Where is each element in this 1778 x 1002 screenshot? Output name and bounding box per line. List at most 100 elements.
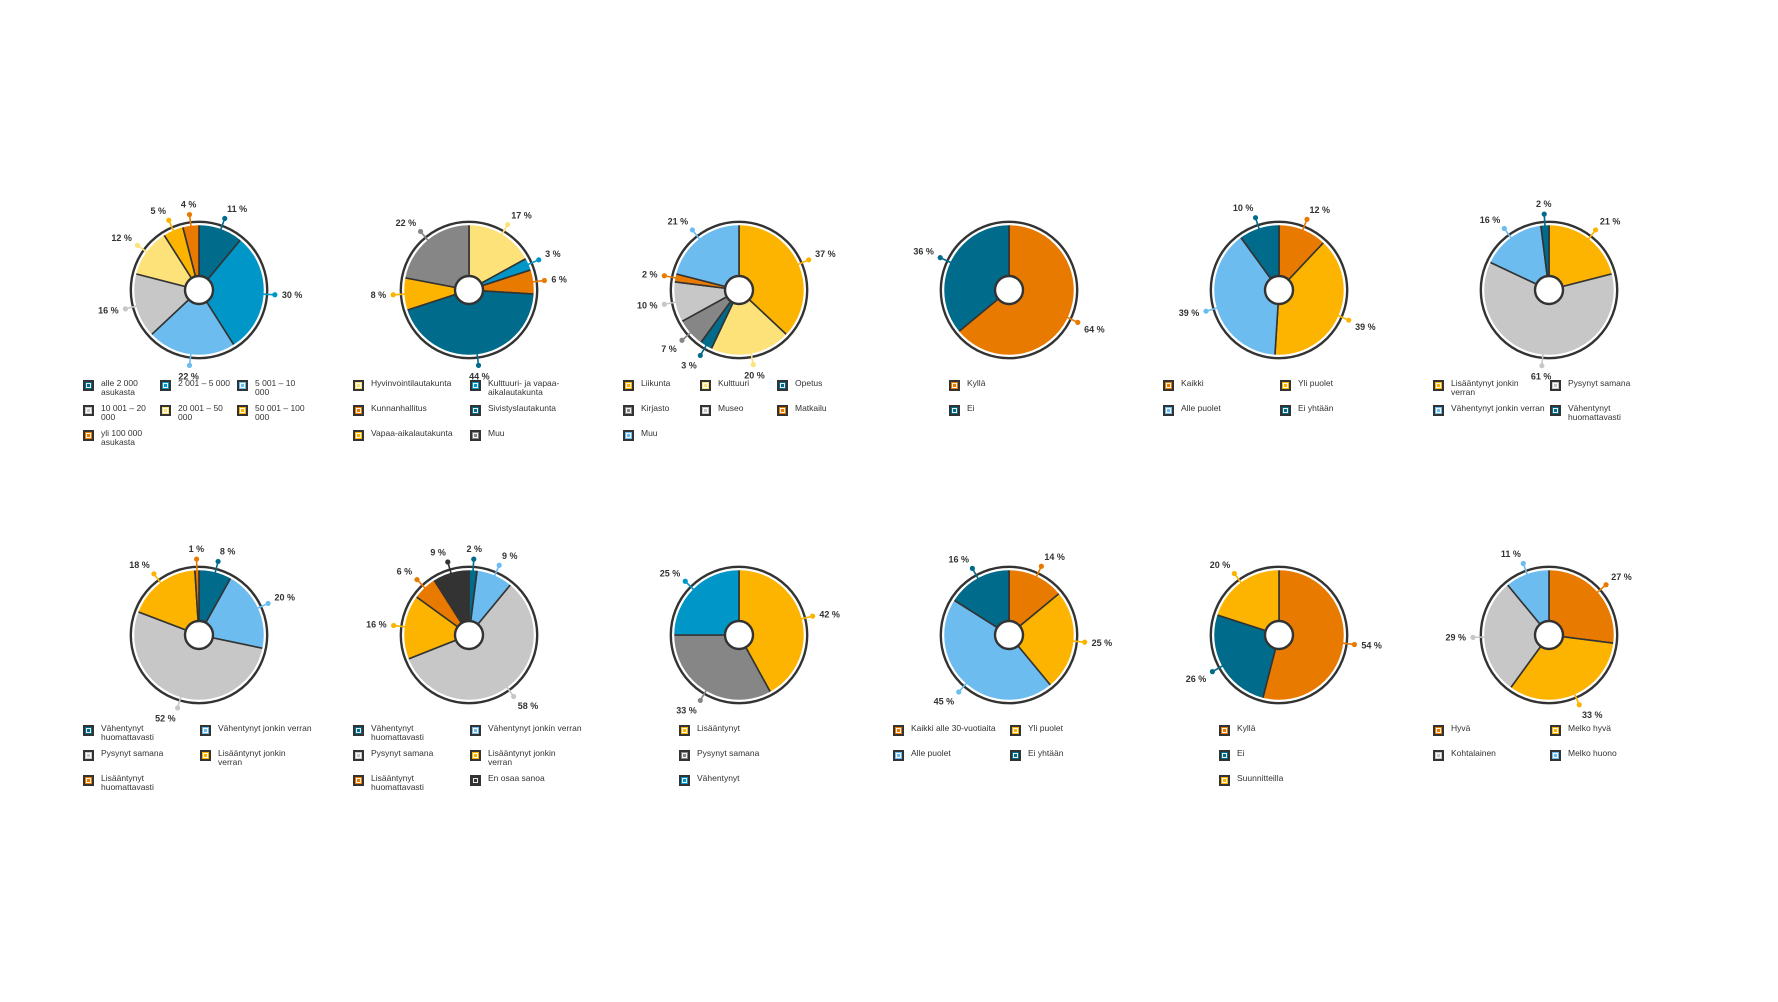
pie-svg: 27 % 33 % 29 % 11 % xyxy=(1446,549,1632,720)
legend-label: 20 001 – 50 000 xyxy=(178,403,223,422)
leader-dot xyxy=(186,211,193,218)
pie-ring-inner xyxy=(131,222,267,358)
pie-value-label: 3 % xyxy=(545,249,561,259)
legend-label: Lisääntynyt xyxy=(697,723,740,733)
legend-swatch xyxy=(353,405,364,416)
legend-label: Kaikki xyxy=(1181,378,1204,388)
legend-swatch xyxy=(1550,725,1561,736)
legend-swatch xyxy=(1433,725,1444,736)
legend-item: Vähentynyt jonkin verran xyxy=(470,724,582,736)
pie-value-label: 44 % xyxy=(469,371,490,381)
legend-swatch xyxy=(623,380,634,391)
pie-value-label: 36 % xyxy=(913,247,934,257)
pie-center-hole xyxy=(183,274,215,306)
legend-item: Matkailu xyxy=(777,404,851,416)
pie-value-label: 14 % xyxy=(1044,552,1065,562)
legend-label: Suunnitteilla xyxy=(1237,773,1284,783)
legend-item: Vähentynyt xyxy=(679,774,791,786)
leader-dot xyxy=(166,217,172,223)
leader-dot xyxy=(536,257,542,263)
legend-item: Kunnanhallitus xyxy=(353,404,465,416)
pie-svg: 42 % 33 % 25 % xyxy=(660,565,840,715)
legend-swatch xyxy=(237,405,248,416)
leader-dot xyxy=(222,215,228,222)
legend-swatch xyxy=(777,405,788,416)
legend-swatch xyxy=(1550,380,1561,391)
legend-label: Vähentynyt huomattavasti xyxy=(371,723,424,742)
legend-item: Ei xyxy=(949,404,1061,416)
legend-item: Lisääntynyt jonkin verran xyxy=(200,749,312,767)
pie-value-label: 8 % xyxy=(220,547,236,557)
leader-dot xyxy=(697,697,703,704)
pie-value-label: 16 % xyxy=(366,620,387,630)
pie-value-label: 1 % xyxy=(189,544,205,554)
leader-dot xyxy=(679,337,685,343)
pie-ring-outer xyxy=(129,220,269,360)
pie-ring-inner xyxy=(1481,222,1617,358)
leader-dot xyxy=(1541,211,1547,217)
pie-ring-inner xyxy=(131,567,267,703)
legend-label: Kyllä xyxy=(1237,723,1256,733)
legend-item: 2 001 – 5 000 xyxy=(160,379,234,391)
legend-item: Yli puolet xyxy=(1010,724,1122,736)
legend-swatch xyxy=(83,430,94,441)
pie-value-label: 33 % xyxy=(676,705,697,715)
pie-ring-outer xyxy=(939,220,1079,360)
legend-label: yli 100 000 asukasta xyxy=(101,428,143,447)
leader-dot xyxy=(122,306,128,312)
pie-svg: 21 % 61 % 16 % 2 % xyxy=(1479,199,1620,382)
legend-item: Ei yhtään xyxy=(1280,404,1392,416)
legend-swatch xyxy=(470,430,481,441)
pie-value-label: 9 % xyxy=(430,547,446,557)
legend-item: Kaikki xyxy=(1163,379,1275,391)
legend-label: Muu xyxy=(488,428,505,438)
pie-value-label: 39 % xyxy=(1179,308,1200,318)
pie-value-label: 25 % xyxy=(1092,638,1113,648)
legend-item: Yli puolet xyxy=(1280,379,1392,391)
legend-label: Vähentynyt huomattavasti xyxy=(101,723,154,742)
legend-label: Kaikki alle 30-vuotiaita xyxy=(911,723,996,733)
leader-dot xyxy=(956,689,962,695)
leader-dot xyxy=(682,578,688,584)
pie-value-label: 10 % xyxy=(637,301,658,311)
pie-value-label: 54 % xyxy=(1361,640,1382,650)
legend-swatch xyxy=(1280,405,1291,416)
pie-value-label: 6 % xyxy=(551,275,567,285)
legend-swatch xyxy=(160,380,171,391)
legend-item: Melko hyvä xyxy=(1550,724,1662,736)
pie-value-label: 37 % xyxy=(815,249,836,259)
legend-swatch xyxy=(353,380,364,391)
pie-value-label: 58 % xyxy=(518,701,539,711)
pie-value-label: 17 % xyxy=(511,211,532,221)
legend-label: Kulttuuri- ja vapaa-aikalautakunta xyxy=(488,378,560,397)
legend-item: Liikunta xyxy=(623,379,697,391)
leader-dot xyxy=(697,352,703,359)
legend-item: Hyvä xyxy=(1433,724,1545,736)
pie-ring-inner xyxy=(671,222,807,358)
leader-dot xyxy=(806,257,812,263)
leader-dot xyxy=(445,559,451,565)
leader-dot xyxy=(186,362,193,369)
pie-svg: 12 % 39 % 39 % 10 % xyxy=(1179,203,1376,360)
legend-item: Kyllä xyxy=(949,379,1061,391)
leader-dot xyxy=(475,362,482,369)
legend-swatch xyxy=(1433,750,1444,761)
legend-item: Vähentynyt huomattavasti xyxy=(1550,404,1662,422)
pie-value-label: 33 % xyxy=(1582,710,1603,720)
pie-center-hole xyxy=(183,619,215,651)
legend-label: Kunnanhallitus xyxy=(371,403,427,413)
legend-item: Pysynyt samana xyxy=(679,749,791,761)
pie-value-label: 25 % xyxy=(660,568,681,578)
legend-item: Lisääntynyt xyxy=(679,724,791,736)
leader-dot xyxy=(937,255,943,261)
pie-svg: 37 % 20 % 3 % 7 % 10 % 2 % 21 % xyxy=(637,216,836,380)
pie-svg: 64 % 36 % xyxy=(913,220,1105,360)
pie-ring-outer xyxy=(1479,565,1619,705)
legend-label: Alle puolet xyxy=(1181,403,1221,413)
legend-swatch xyxy=(470,750,481,761)
legend-item: Alle puolet xyxy=(1163,404,1275,416)
legend-item: Vapaa-aikalautakunta xyxy=(353,429,465,441)
legend-label: Pysynyt samana xyxy=(371,748,434,758)
legend-swatch xyxy=(353,725,364,736)
pie-value-label: 64 % xyxy=(1084,324,1105,334)
